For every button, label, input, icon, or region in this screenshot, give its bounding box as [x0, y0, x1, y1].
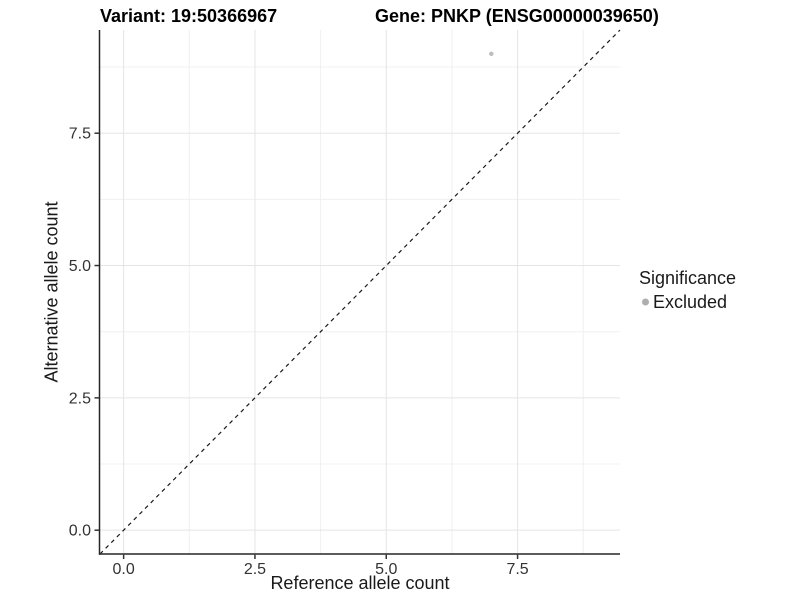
legend-item: Excluded [639, 292, 736, 312]
y-tick-label: 2.5 [69, 390, 91, 407]
x-axis-title: Reference allele count [270, 573, 450, 593]
x-tick-label: 2.5 [244, 561, 266, 578]
x-tick-label: 7.5 [506, 561, 528, 578]
y-tick-label: 7.5 [69, 126, 91, 143]
plot-title-gene: Gene: PNKP (ENSG00000039650) [375, 6, 659, 26]
y-tick-label: 5.0 [69, 258, 91, 275]
excluded-point-icon [642, 298, 649, 306]
y-axis-title: Alternative allele count [41, 201, 62, 383]
plot-title-variant: Variant: 19:50366967 [100, 6, 278, 26]
data-point [489, 51, 494, 57]
x-tick-label: 5.0 [375, 561, 397, 578]
legend-title: Significance [639, 268, 737, 288]
y-tick-label: 0.0 [69, 523, 91, 540]
legend-item-label: Excluded [653, 292, 728, 312]
legend-key [639, 292, 651, 312]
legend: Significance Excluded [639, 268, 736, 312]
legend-items: Excluded [639, 292, 736, 312]
x-tick-label: 0.0 [113, 561, 135, 578]
identity-dashed-line [99, 29, 621, 555]
